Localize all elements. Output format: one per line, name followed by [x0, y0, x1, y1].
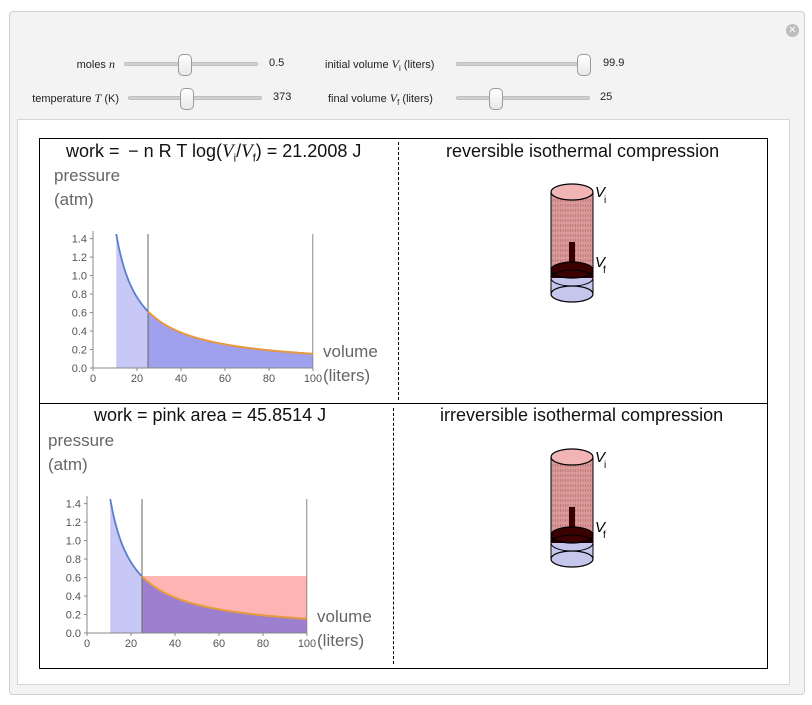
x-tick-label: 100 — [304, 373, 322, 385]
x-axis-label: volume (liters) — [323, 342, 378, 385]
reversible-piston-cylinder: V i V f — [550, 183, 607, 303]
temperature-value: 373 — [273, 91, 292, 103]
y-tick-label: 1.2 — [66, 517, 81, 529]
vi-subscript: i — [604, 460, 606, 471]
x-tick-label: 20 — [125, 638, 137, 650]
x-tick-label: 0 — [90, 373, 96, 385]
final-volume-label: final volume Vf (liters) — [328, 91, 433, 108]
moles-label: moles n — [76, 57, 115, 71]
reversible-work-title: work = − n R T log(Vi/Vf) = 21.2008 J — [66, 141, 362, 165]
y-tick-label: 0.0 — [72, 363, 87, 375]
temperature-slider-thumb[interactable] — [180, 88, 194, 110]
y-tick-label: 0.0 — [66, 628, 81, 640]
panel-divider-bottom — [393, 408, 394, 664]
panel-divider-horizontal — [40, 403, 767, 404]
final-volume-control: final volume Vf (liters) 25 — [300, 88, 640, 110]
x-axis-label: volume (liters) — [317, 607, 372, 650]
panel-divider-top — [398, 142, 399, 400]
y-tick-label: 1.4 — [72, 234, 87, 246]
irreversible-title: irreversible isothermal compression — [440, 405, 724, 425]
y-tick-label: 1.4 — [66, 499, 81, 511]
initial-volume-control: initial volume Vi (liters) 99.9 — [300, 54, 640, 76]
piston-rod — [569, 242, 575, 270]
x-tick-label: 80 — [263, 373, 275, 385]
initial-volume-value: 99.9 — [603, 57, 625, 69]
work-area-under-curve — [148, 311, 313, 368]
y-tick-label: 0.2 — [66, 610, 81, 622]
cylinder-top — [550, 448, 594, 466]
cylinder-top — [550, 183, 594, 201]
final-volume-value: 25 — [600, 91, 613, 103]
close-icon[interactable]: ✕ — [786, 24, 799, 37]
y-tick-label: 0.4 — [66, 591, 81, 603]
x-tick-label: 60 — [219, 373, 231, 385]
irreversible-pv-chart: 0.0 0.2 0.4 0.6 0.8 1.0 1.2 1.4 0 20 40 60 80 100 — [66, 496, 316, 650]
temperature-slider-track[interactable] — [128, 96, 262, 100]
vf-subscript: f — [603, 530, 606, 541]
compression-path — [141, 575, 307, 620]
reversible-pv-chart: 0.0 0.2 0.4 0.6 0.8 1.0 1.2 1.4 0 20 40 60 80 100 — [72, 231, 322, 385]
y-axis-label: pressure (atm) — [54, 166, 121, 209]
irreversible-work-title: work = pink area = 45.8514 J — [94, 405, 327, 425]
y-tick-label: 1.0 — [72, 271, 87, 283]
moles-control: moles n 0.5 — [0, 54, 300, 76]
vf-label: V — [595, 254, 607, 271]
vi-label: V — [595, 449, 607, 466]
cylinder-bottom — [550, 285, 594, 303]
y-tick-label: 0.6 — [72, 308, 87, 320]
y-tick-label: 0.2 — [72, 345, 87, 357]
initial-volume-slider-track[interactable] — [456, 62, 590, 66]
x-tick-label: 0 — [84, 638, 90, 650]
compression-path — [147, 310, 313, 355]
y-tick-label: 1.2 — [72, 252, 87, 264]
piston-rod — [569, 507, 575, 535]
work-area-under-curve — [142, 576, 307, 633]
x-tick-label: 40 — [169, 638, 181, 650]
x-tick-label: 20 — [131, 373, 143, 385]
final-volume-slider-track[interactable] — [456, 96, 590, 100]
y-tick-label: 0.8 — [72, 289, 87, 301]
final-volume-slider-thumb[interactable] — [489, 88, 503, 110]
y-tick-label: 1.0 — [66, 536, 81, 548]
reversible-title: reversible isothermal compression — [446, 141, 720, 161]
moles-slider-thumb[interactable] — [178, 54, 192, 76]
x-tick-label: 80 — [257, 638, 269, 650]
temperature-control: temperature T (K) 373 — [0, 88, 300, 110]
initial-volume-slider-thumb[interactable] — [577, 54, 591, 76]
temperature-label: temperature T (K) — [32, 91, 119, 105]
vi-subscript: i — [604, 195, 606, 206]
cylinder-bottom — [550, 550, 594, 568]
y-tick-label: 0.6 — [66, 573, 81, 585]
y-axis-label: pressure (atm) — [48, 431, 115, 474]
x-tick-label: 60 — [213, 638, 225, 650]
vf-label: V — [595, 519, 607, 536]
y-tick-label: 0.8 — [66, 554, 81, 566]
initial-volume-label: initial volume Vi (liters) — [325, 57, 435, 74]
vi-label: V — [595, 184, 607, 201]
moles-value: 0.5 — [269, 57, 285, 69]
irreversible-piston-cylinder: V i V f — [550, 448, 607, 568]
x-tick-label: 100 — [298, 638, 316, 650]
x-tick-label: 40 — [175, 373, 187, 385]
vf-subscript: f — [603, 265, 606, 276]
y-tick-label: 0.4 — [72, 326, 87, 338]
